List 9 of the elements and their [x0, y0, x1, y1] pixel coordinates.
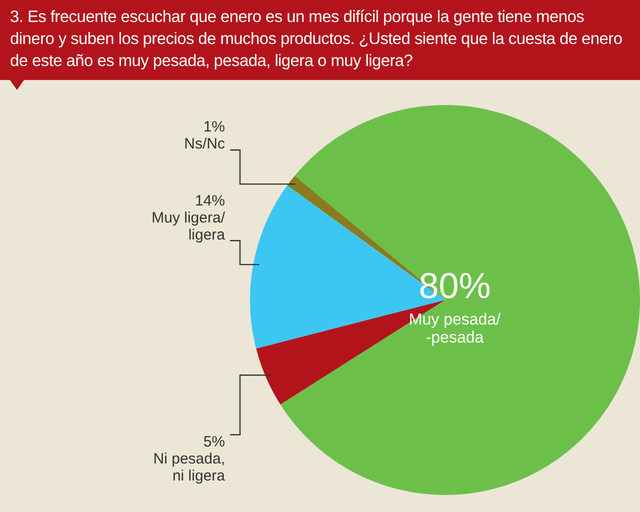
data-label: 5% — [203, 433, 225, 450]
slice-label: Muy ligera/ligera — [152, 209, 226, 244]
chart-title: 3. Es frecuente escuchar que enero es un mes difícil porque la gente tiene menos dinero y suben los precios de muchos productos. ¿Usted siente que la cuesta de enero de este año es muy pesada, pesada, ligera o muy ligera? — [0, 0, 640, 80]
slice-label: Ns/Nc — [184, 136, 226, 153]
slice-label: Ni pesada, ni ligera — [153, 450, 226, 484]
slice-label: Muy pesada/-pesada — [408, 311, 502, 346]
data-label: 1% — [203, 118, 225, 136]
data-label: 80% — [418, 264, 491, 306]
data-label: 14% — [194, 192, 225, 210]
